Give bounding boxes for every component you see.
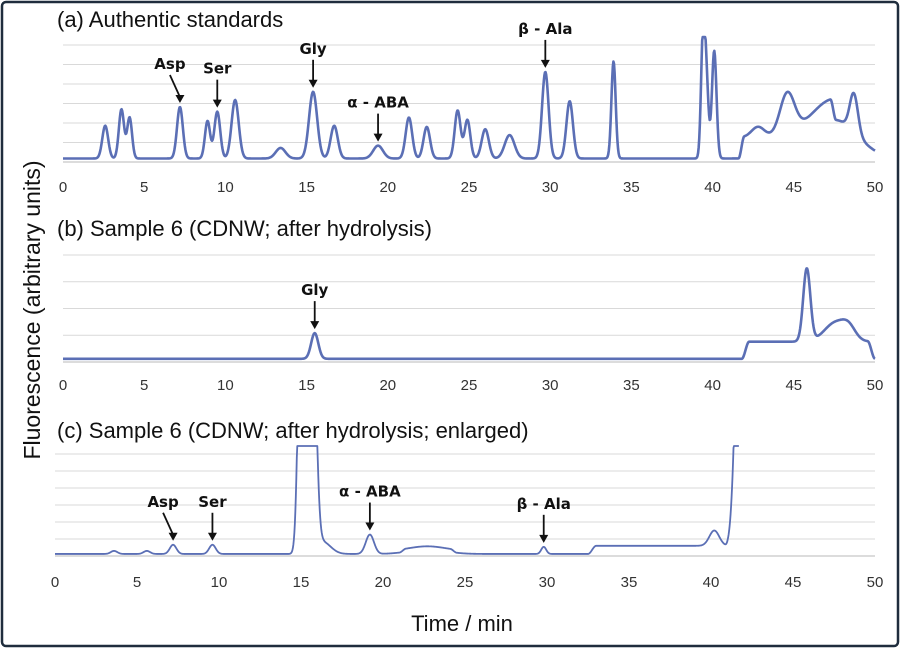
panel-a-peak-arrowhead xyxy=(308,79,318,88)
panel-b-x-tick-label: 10 xyxy=(217,377,234,394)
panel-a-peak-label: Gly xyxy=(299,40,326,58)
panel-c-peak-arrowhead xyxy=(168,532,178,541)
panel-a-x-tick-label: 15 xyxy=(298,179,315,196)
panel-c-x-tick-label: 10 xyxy=(211,574,228,591)
panel-c-x-tick-label: 25 xyxy=(457,574,474,591)
panel-c-peak-arrow xyxy=(162,512,174,536)
panel-c-trace xyxy=(54,445,740,555)
panel-b-trace xyxy=(62,267,876,361)
panel-c-x-tick-label: 0 xyxy=(51,574,59,591)
panel-b-x-tick-label: 45 xyxy=(785,377,802,394)
panel-a-peak-arrowhead xyxy=(540,59,550,68)
panel-c-x-tick-label: 40 xyxy=(703,574,720,591)
panel-b-peak-arrowhead xyxy=(310,321,320,330)
panel-c-peak-arrowhead xyxy=(207,532,217,541)
y-axis-label: Fluorescence (arbitrary units) xyxy=(19,160,45,459)
panel-a-peak-arrowhead xyxy=(175,95,185,104)
panel-a-peak-label: α - ABA xyxy=(347,94,409,112)
panel-c-peak-label: β - Ala xyxy=(517,495,571,513)
panel-c-x-tick-label: 50 xyxy=(867,574,884,591)
panel-b-x-tick-label: 0 xyxy=(59,377,67,394)
panel-b-title: (b) Sample 6 (CDNW; after hydrolysis) xyxy=(57,216,432,241)
panel-a-x-tick-label: 45 xyxy=(785,179,802,196)
panel-c-chart: (c) Sample 6 (CDNW; after hydrolysis; en… xyxy=(51,418,884,591)
panel-c-peak-label: Asp xyxy=(147,493,179,511)
x-axis-label: Time / min xyxy=(411,611,513,636)
panel-c-peak-label: Ser xyxy=(198,493,227,511)
panel-a-x-tick-label: 35 xyxy=(623,179,640,196)
panel-c-x-tick-label: 45 xyxy=(785,574,802,591)
panel-a-peak-arrowhead xyxy=(212,99,222,108)
panel-c-peak-arrowhead xyxy=(539,534,549,543)
panel-a-x-tick-label: 20 xyxy=(379,179,396,196)
panel-a-x-tick-label: 0 xyxy=(59,179,67,196)
panel-b-x-tick-label: 30 xyxy=(542,377,559,394)
panel-c-x-tick-label: 20 xyxy=(375,574,392,591)
panel-a-x-tick-label: 40 xyxy=(704,179,721,196)
panel-a-trace xyxy=(62,35,876,160)
panel-a-title: (a) Authentic standards xyxy=(57,7,283,32)
panel-a-x-tick-label: 50 xyxy=(867,179,884,196)
panel-b-x-tick-label: 50 xyxy=(867,377,884,394)
panel-a-x-tick-label: 10 xyxy=(217,179,234,196)
panel-c-peak-arrowhead xyxy=(365,522,375,531)
panel-c-x-tick-label: 30 xyxy=(539,574,556,591)
panel-b-x-tick-label: 15 xyxy=(298,377,315,394)
panel-c-peak-label: α - ABA xyxy=(339,483,401,501)
panel-c-x-tick-label: 15 xyxy=(293,574,310,591)
panel-b-peak-label: Gly xyxy=(301,281,328,299)
panel-a-peak-arrowhead xyxy=(373,133,383,142)
panel-b-x-tick-label: 20 xyxy=(379,377,396,394)
panel-a-peak-label: β - Ala xyxy=(518,20,572,38)
panel-c-title: (c) Sample 6 (CDNW; after hydrolysis; en… xyxy=(57,418,529,443)
panel-c-x-tick-label: 35 xyxy=(621,574,638,591)
panel-a-x-tick-label: 25 xyxy=(461,179,478,196)
panel-a-x-tick-label: 5 xyxy=(140,179,148,196)
panel-a-chart: (a) Authentic standards 0 5 10 15 20 25 30 35 40… xyxy=(57,7,883,196)
panel-b-x-tick-label: 5 xyxy=(140,377,148,394)
panel-a-x-tick-label: 30 xyxy=(542,179,559,196)
panel-a-peak-arrow xyxy=(169,74,181,98)
panel-b-x-tick-label: 25 xyxy=(461,377,478,394)
panel-a-peak-label: Ser xyxy=(203,60,232,78)
panel-b-x-tick-label: 40 xyxy=(704,377,721,394)
panel-c-x-tick-label: 5 xyxy=(133,574,141,591)
panel-b-x-tick-label: 35 xyxy=(623,377,640,394)
panel-b-chart: (b) Sample 6 (CDNW; after hydrolysis) 0 5… xyxy=(57,216,883,394)
panel-a-peak-label: Asp xyxy=(154,55,186,73)
